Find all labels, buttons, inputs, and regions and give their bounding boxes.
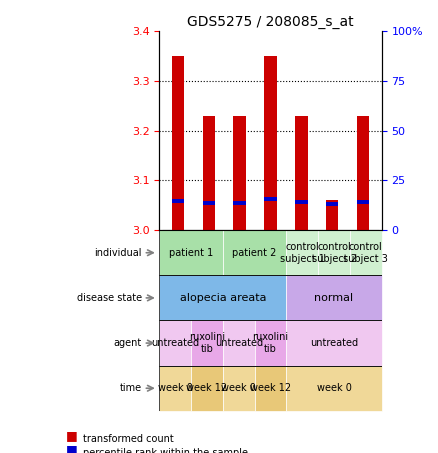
Bar bbox=[295, 200, 307, 204]
FancyBboxPatch shape bbox=[254, 366, 286, 411]
Text: untreated: untreated bbox=[215, 338, 263, 348]
Bar bbox=[264, 198, 277, 201]
Text: disease state: disease state bbox=[77, 293, 142, 303]
Text: patient 2: patient 2 bbox=[233, 248, 277, 258]
FancyBboxPatch shape bbox=[318, 230, 350, 275]
Text: week 0: week 0 bbox=[158, 383, 193, 393]
Text: ruxolini
tib: ruxolini tib bbox=[252, 332, 289, 354]
Bar bbox=[326, 202, 339, 206]
Bar bbox=[203, 116, 215, 230]
Bar bbox=[326, 200, 339, 230]
FancyBboxPatch shape bbox=[286, 230, 318, 275]
Bar bbox=[357, 116, 369, 230]
Bar bbox=[159, 275, 381, 320]
FancyBboxPatch shape bbox=[223, 366, 254, 411]
Bar bbox=[172, 199, 184, 203]
FancyBboxPatch shape bbox=[286, 275, 381, 320]
FancyBboxPatch shape bbox=[254, 320, 286, 366]
Text: week 0: week 0 bbox=[221, 383, 256, 393]
FancyBboxPatch shape bbox=[286, 366, 381, 411]
FancyBboxPatch shape bbox=[191, 320, 223, 366]
Text: untreated: untreated bbox=[151, 338, 199, 348]
Text: ruxolini
tib: ruxolini tib bbox=[189, 332, 225, 354]
Text: normal: normal bbox=[314, 293, 353, 303]
FancyBboxPatch shape bbox=[350, 230, 381, 275]
Bar bbox=[233, 201, 246, 205]
Bar bbox=[203, 201, 215, 205]
Text: ■: ■ bbox=[66, 429, 78, 443]
FancyBboxPatch shape bbox=[159, 230, 223, 275]
Text: ■: ■ bbox=[66, 443, 78, 453]
Bar bbox=[172, 56, 184, 230]
Text: patient 1: patient 1 bbox=[169, 248, 213, 258]
Text: week 12: week 12 bbox=[250, 383, 291, 393]
Text: control
subject 1: control subject 1 bbox=[280, 242, 325, 264]
FancyBboxPatch shape bbox=[223, 320, 254, 366]
Bar bbox=[233, 116, 246, 230]
Text: untreated: untreated bbox=[310, 338, 358, 348]
Text: agent: agent bbox=[113, 338, 142, 348]
FancyBboxPatch shape bbox=[159, 275, 286, 320]
Text: time: time bbox=[120, 383, 142, 393]
Bar bbox=[357, 200, 369, 204]
Title: GDS5275 / 208085_s_at: GDS5275 / 208085_s_at bbox=[187, 15, 354, 29]
FancyBboxPatch shape bbox=[191, 366, 223, 411]
Bar bbox=[295, 116, 307, 230]
Bar bbox=[159, 320, 381, 366]
Text: week 0: week 0 bbox=[317, 383, 351, 393]
Text: control
subject 2: control subject 2 bbox=[311, 242, 357, 264]
Text: percentile rank within the sample: percentile rank within the sample bbox=[83, 448, 248, 453]
Text: week 12: week 12 bbox=[187, 383, 228, 393]
Bar bbox=[159, 366, 381, 411]
FancyBboxPatch shape bbox=[286, 320, 381, 366]
FancyBboxPatch shape bbox=[223, 230, 286, 275]
Bar bbox=[264, 56, 277, 230]
Text: individual: individual bbox=[95, 248, 142, 258]
Text: alopecia areata: alopecia areata bbox=[180, 293, 266, 303]
FancyBboxPatch shape bbox=[159, 320, 191, 366]
Text: control
subject 3: control subject 3 bbox=[343, 242, 388, 264]
Text: transformed count: transformed count bbox=[83, 434, 174, 444]
Bar bbox=[159, 230, 381, 275]
FancyBboxPatch shape bbox=[159, 366, 191, 411]
